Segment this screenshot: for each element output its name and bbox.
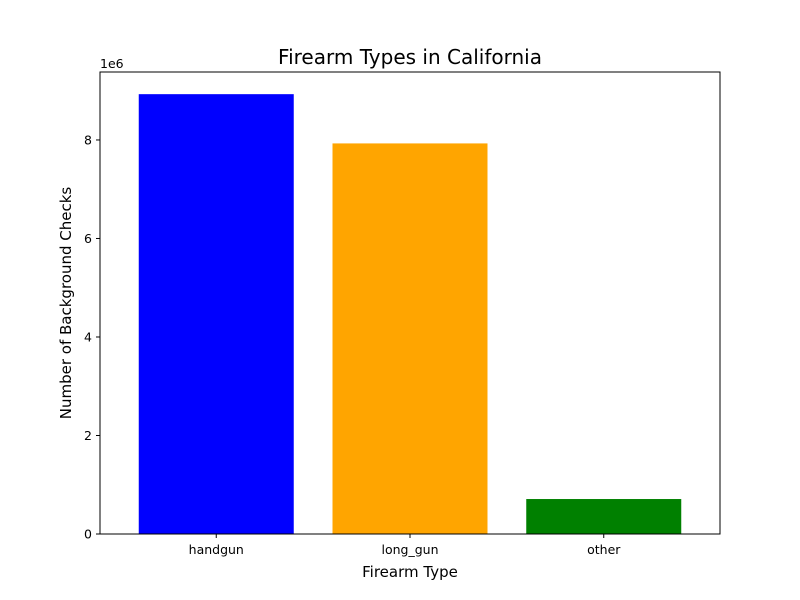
y-tick-label: 0 <box>84 527 92 542</box>
y-tick-label: 4 <box>84 329 92 344</box>
x-tick-label: handgun <box>189 542 244 557</box>
bar-other <box>526 499 682 534</box>
y-tick-label: 8 <box>84 132 92 147</box>
bars-layer <box>138 94 682 534</box>
chart-title: Firearm Types in California <box>278 45 542 69</box>
y-tick-label: 2 <box>84 428 92 443</box>
y-tick-label: 6 <box>84 231 92 246</box>
axes-layer: handgun long_gun other 0 2 4 6 8 <box>84 71 721 557</box>
x-tick-label: other <box>587 542 621 557</box>
y-axis-label: Number of Background Checks <box>57 187 75 420</box>
x-axis-label: Firearm Type <box>362 563 458 581</box>
y-axis-offset-label: 1e6 <box>100 56 124 71</box>
bar-handgun <box>138 94 294 534</box>
bar-long-gun <box>332 143 488 534</box>
x-tick-label: long_gun <box>381 542 438 557</box>
plot-frame <box>99 71 721 535</box>
